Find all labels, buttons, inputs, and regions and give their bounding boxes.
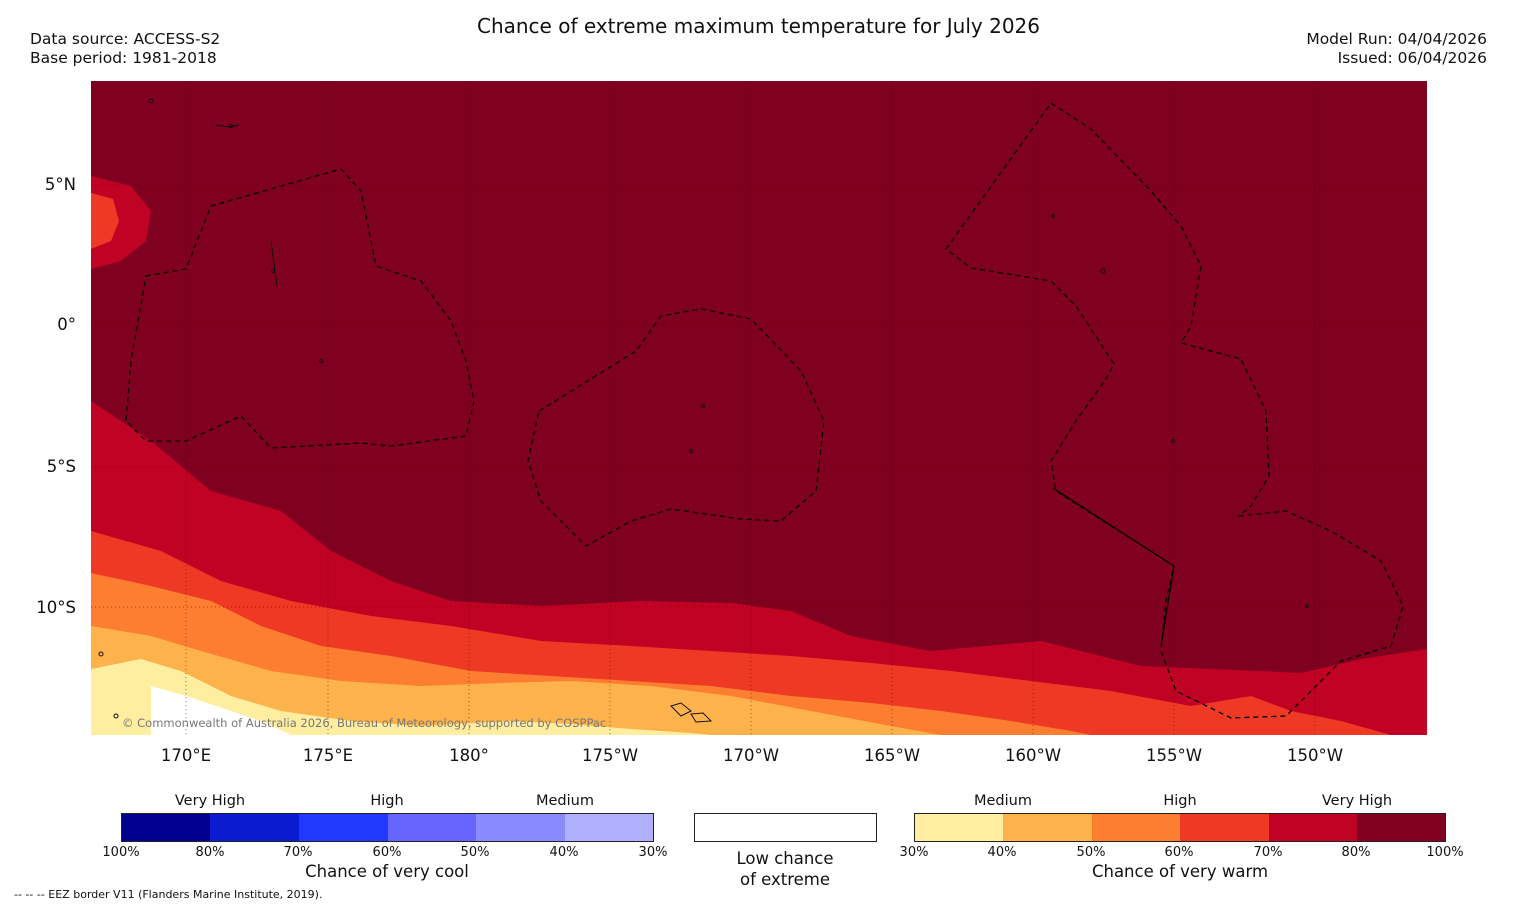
atoll bbox=[1051, 214, 1055, 218]
eez-border-kiribati-gilbert bbox=[125, 168, 475, 449]
warm-tick: 60% bbox=[1164, 845, 1194, 860]
eez-border-kiribati-line bbox=[945, 102, 1404, 719]
reef bbox=[215, 124, 240, 128]
cool-swatch-30-40 bbox=[565, 814, 653, 841]
eez-border-tokelau bbox=[527, 308, 825, 547]
cool-caption: Chance of very cool bbox=[305, 862, 469, 881]
cool-swatch-70-80 bbox=[210, 814, 299, 841]
warm-band-30-40 bbox=[91, 659, 711, 735]
lat-label-10s: 10°S bbox=[36, 598, 76, 617]
warm-tick: 80% bbox=[1341, 845, 1371, 860]
samoa-island bbox=[670, 702, 692, 717]
lon-label-175w: 175°W bbox=[581, 746, 639, 765]
lon-label-170e: 170°E bbox=[160, 746, 212, 765]
cool-category-medium: Medium bbox=[536, 793, 594, 809]
warm-swatch-70-80 bbox=[1269, 814, 1357, 841]
warm-tick: 30% bbox=[899, 845, 929, 860]
low-chance-region bbox=[151, 686, 291, 735]
eez-footnote: -- -- -- EEZ border V11 (Flanders Marine… bbox=[14, 888, 323, 901]
lon-label-160w: 160°W bbox=[1004, 746, 1062, 765]
cool-swatch-50-60 bbox=[388, 814, 476, 841]
data-source: Data source: ACCESS-S2 bbox=[30, 30, 221, 48]
warm-tick: 40% bbox=[987, 845, 1017, 860]
cool-colorbar bbox=[121, 813, 654, 842]
probability-map bbox=[91, 81, 1427, 735]
warm-band-60-70-north bbox=[91, 193, 119, 249]
lat-label-5s: 5°S bbox=[46, 457, 76, 476]
atoll bbox=[1100, 268, 1106, 274]
cool-tick: 50% bbox=[460, 845, 490, 860]
cool-category-high: High bbox=[370, 793, 404, 809]
atoll bbox=[148, 98, 154, 104]
atoll bbox=[113, 713, 119, 719]
warm-swatch-30-40 bbox=[915, 814, 1003, 841]
atoll bbox=[319, 359, 323, 363]
atoll bbox=[1171, 439, 1175, 443]
warm-tick: 100% bbox=[1426, 845, 1464, 860]
warm-swatch-40-50 bbox=[1003, 814, 1092, 841]
graticule bbox=[91, 81, 1427, 735]
eez-borders bbox=[125, 102, 1404, 719]
lat-label-0: 0° bbox=[57, 315, 76, 334]
atoll bbox=[1305, 604, 1309, 608]
warm-colorbar bbox=[914, 813, 1446, 842]
cool-swatch-80-100 bbox=[122, 814, 210, 841]
lon-label-175e: 175°E bbox=[302, 746, 354, 765]
cool-swatch-40-50 bbox=[476, 814, 565, 841]
copyright-notice: © Commonwealth of Australia 2026, Bureau… bbox=[122, 716, 607, 730]
atoll bbox=[689, 449, 693, 453]
warm-category-very-high: Very High bbox=[1321, 793, 1393, 809]
lat-label-5n: 5°N bbox=[44, 175, 76, 194]
samoa-island-east bbox=[690, 712, 713, 723]
lon-label-155w: 155°W bbox=[1145, 746, 1203, 765]
islands bbox=[98, 98, 1309, 723]
warm-category-medium: Medium bbox=[974, 793, 1032, 809]
warm-tick: 70% bbox=[1253, 845, 1283, 860]
atoll bbox=[98, 651, 104, 657]
lon-label-180: 180° bbox=[449, 746, 489, 765]
cool-tick: 100% bbox=[102, 845, 140, 860]
low-chance-caption: Low chance of extreme bbox=[736, 849, 834, 889]
cool-tick: 30% bbox=[638, 845, 668, 860]
cool-tick: 80% bbox=[195, 845, 225, 860]
issued-date: Issued: 06/04/2026 bbox=[1337, 49, 1487, 67]
lon-label-170w: 170°W bbox=[722, 746, 780, 765]
reef bbox=[270, 240, 278, 287]
eez-border-solid bbox=[1052, 487, 1175, 647]
warm-swatch-80-100 bbox=[1357, 814, 1445, 841]
atoll bbox=[701, 404, 705, 408]
base-period: Base period: 1981-2018 bbox=[30, 49, 217, 67]
warm-swatch-60-70 bbox=[1180, 814, 1269, 841]
cool-tick: 60% bbox=[372, 845, 402, 860]
cool-tick: 40% bbox=[549, 845, 579, 860]
lon-label-150w: 150°W bbox=[1286, 746, 1344, 765]
low-chance-swatch bbox=[694, 813, 877, 842]
warm-swatch-50-60 bbox=[1092, 814, 1180, 841]
warm-caption: Chance of very warm bbox=[1091, 862, 1269, 881]
model-run: Model Run: 04/04/2026 bbox=[1306, 30, 1487, 48]
cool-swatch-60-70 bbox=[299, 814, 388, 841]
map-title: Chance of extreme maximum temperature fo… bbox=[476, 14, 1040, 38]
warm-category-high: High bbox=[1163, 793, 1197, 809]
warm-tick: 50% bbox=[1076, 845, 1106, 860]
data-info: Data source: ACCESS-S2 Base period: 1981… bbox=[30, 30, 220, 68]
cool-category-very-high: Very High bbox=[174, 793, 246, 809]
cool-tick: 70% bbox=[283, 845, 313, 860]
warm-band-40-50 bbox=[91, 626, 941, 735]
run-info: Model Run: 04/04/2026 Issued: 06/04/2026 bbox=[1306, 30, 1487, 68]
lon-label-165w: 165°W bbox=[863, 746, 921, 765]
